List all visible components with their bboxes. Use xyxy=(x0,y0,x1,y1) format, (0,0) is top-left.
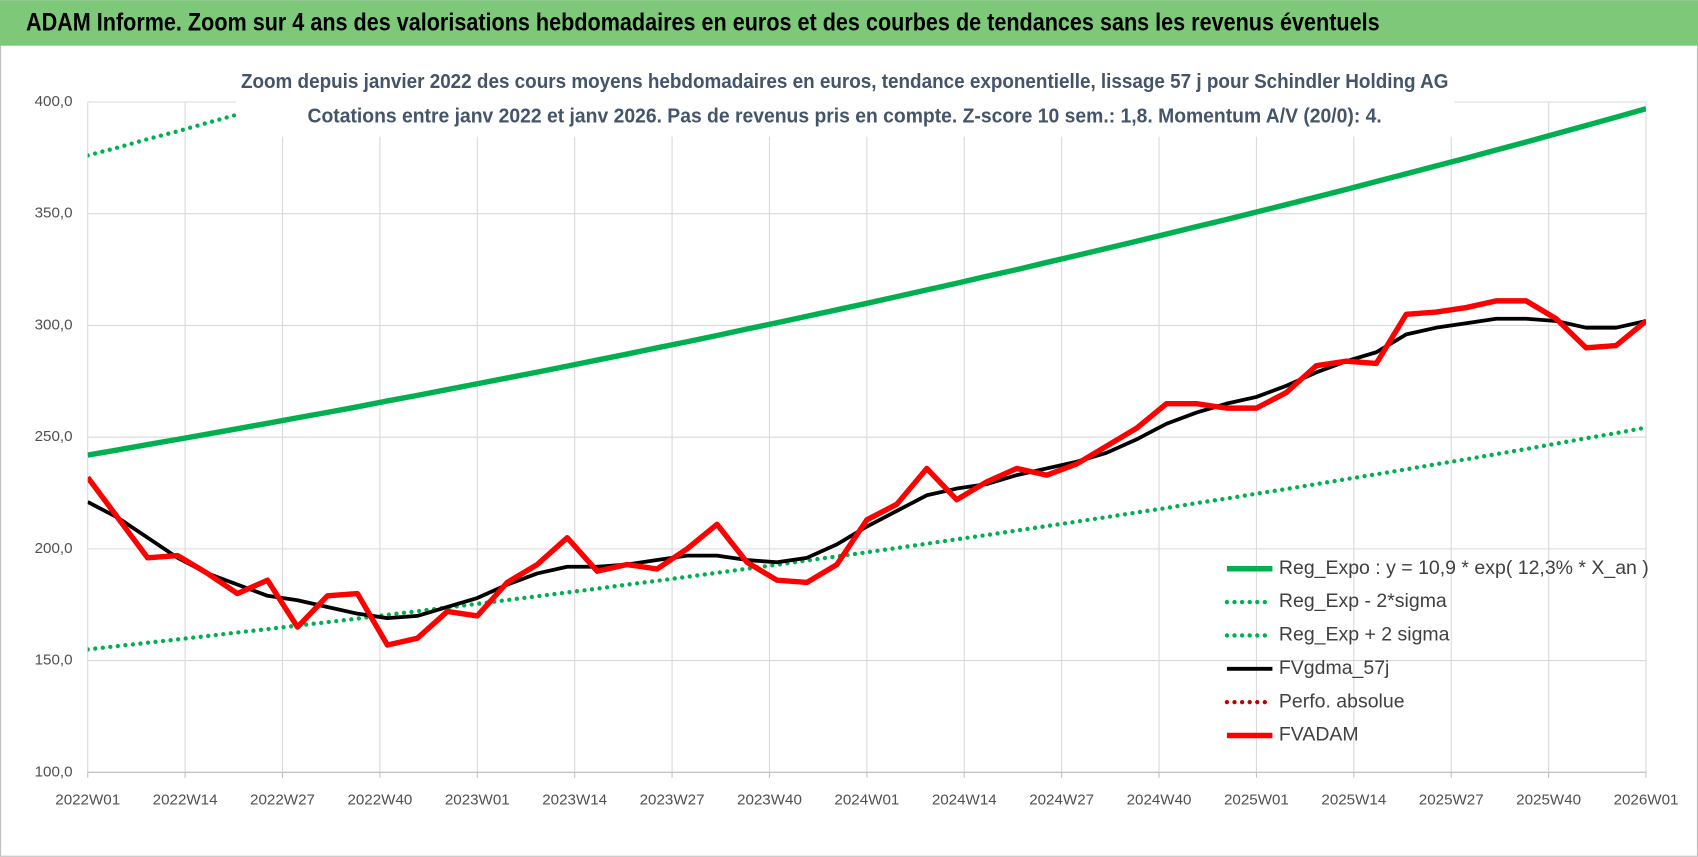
x-tick-label: 2022W27 xyxy=(250,791,315,808)
legend: Reg_Expo : y = 10,9 * exp( 12,3% * X_an … xyxy=(1224,557,1649,746)
legend-label: FVADAM xyxy=(1279,724,1359,746)
y-tick-label: 250,0 xyxy=(35,428,73,445)
banner-title: ADAM Informe. Zoom sur 4 ans des valoris… xyxy=(26,9,1380,37)
plot-lines xyxy=(87,102,1647,652)
x-tick-label: 2024W14 xyxy=(932,791,997,808)
x-tick-label: 2023W27 xyxy=(640,791,705,808)
x-tick-label: 2025W01 xyxy=(1224,791,1289,808)
legend-label: FVgdma_57j xyxy=(1279,657,1389,679)
y-tick-label: 100,0 xyxy=(35,763,73,780)
x-tick-label: 2023W14 xyxy=(542,791,607,808)
y-tick-label: 300,0 xyxy=(35,316,73,333)
x-tick-label: 2023W01 xyxy=(445,791,510,808)
x-tick-label: 2022W01 xyxy=(55,791,120,808)
legend-label: Reg_Expo : y = 10,9 * exp( 12,3% * X_an … xyxy=(1279,557,1649,579)
series-line xyxy=(87,298,1647,648)
x-tick-label: 2024W27 xyxy=(1029,791,1094,808)
x-tick-label: 2025W27 xyxy=(1419,791,1484,808)
y-tick-label: 150,0 xyxy=(35,652,73,669)
legend-label: Reg_Exp - 2*sigma xyxy=(1279,590,1447,612)
y-tick-label: 200,0 xyxy=(35,540,73,557)
x-tick-label: 2024W40 xyxy=(1127,791,1192,808)
title-box xyxy=(236,65,1455,137)
x-tick-label: 2026W01 xyxy=(1614,791,1679,808)
banner xyxy=(0,0,1698,46)
x-tick-label: 2025W40 xyxy=(1516,791,1581,808)
x-tick-label: 2022W14 xyxy=(153,791,218,808)
x-tick-label: 2024W01 xyxy=(834,791,899,808)
chart-subtitle: Cotations entre janv 2022 et janv 2026. … xyxy=(308,105,1382,128)
y-tick-label: 400,0 xyxy=(35,93,73,110)
legend-label: Reg_Exp + 2 sigma xyxy=(1279,624,1450,646)
axes: 100,0 150,0 200,0 250,0 300,0 350,0 400,0 2022W… xyxy=(35,93,1679,808)
series-line xyxy=(87,106,1647,458)
x-tick-label: 2022W40 xyxy=(347,791,412,808)
x-tick-label: 2025W14 xyxy=(1321,791,1386,808)
x-tick-label: 2023W40 xyxy=(737,791,802,808)
series-line xyxy=(87,425,1647,652)
y-tick-label: 350,0 xyxy=(35,205,73,222)
chart-title: Zoom depuis janvier 2022 des cours moyen… xyxy=(241,70,1448,93)
legend-label: Perfo. absolue xyxy=(1279,690,1405,712)
